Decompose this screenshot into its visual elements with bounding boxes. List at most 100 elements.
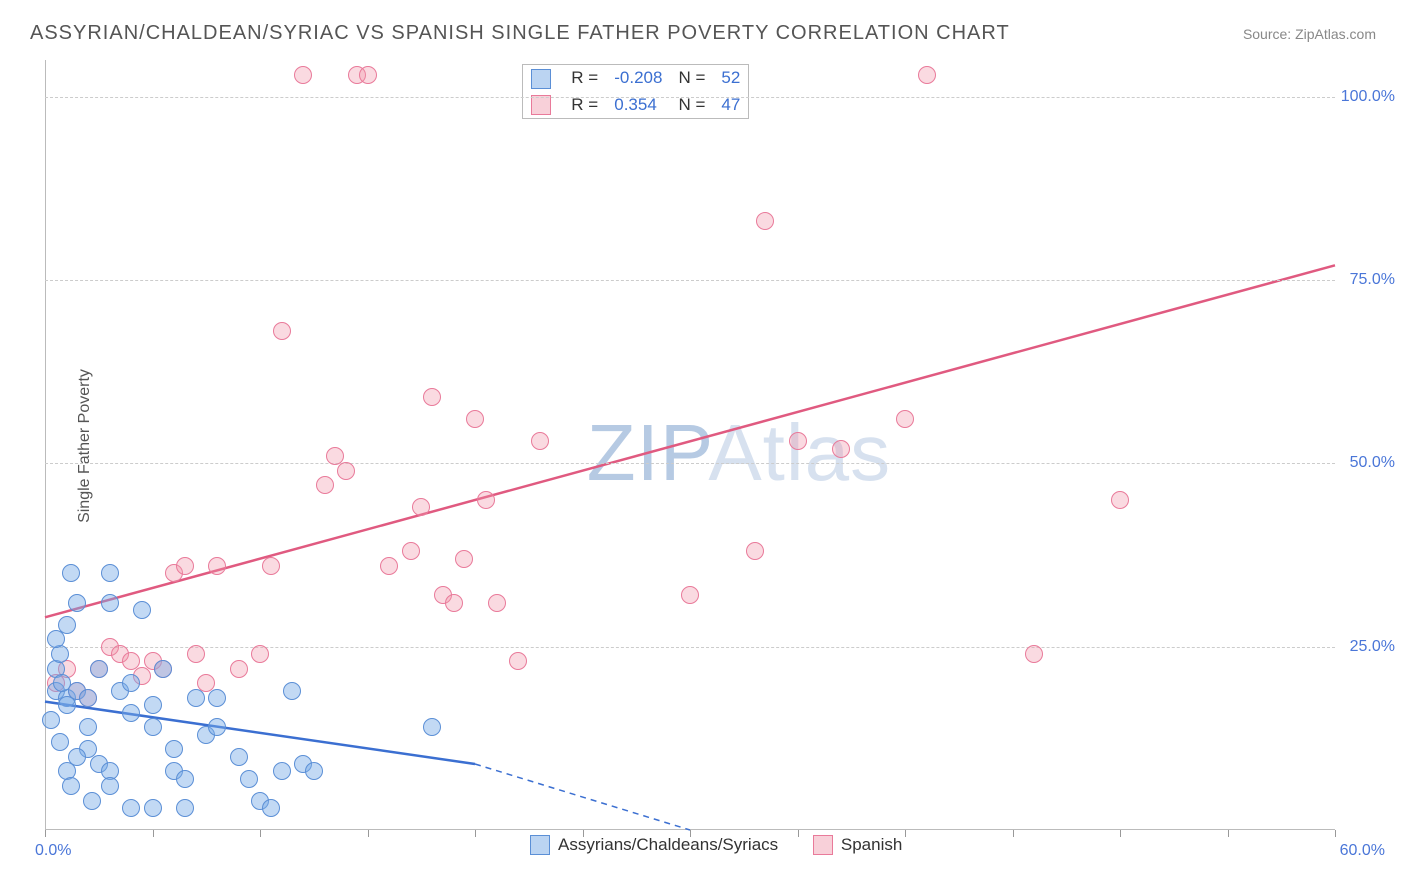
source-label: Source: ZipAtlas.com	[1243, 26, 1376, 42]
x-minor-tick	[583, 830, 584, 837]
data-point-pink	[423, 388, 441, 406]
trend-line	[45, 265, 1335, 617]
swatch-blue-icon	[531, 69, 551, 89]
legend-item-blue: Assyrians/Chaldeans/Syriacs	[530, 835, 778, 855]
data-point-blue	[51, 733, 69, 751]
data-point-pink	[359, 66, 377, 84]
data-point-blue	[154, 660, 172, 678]
legend-stats-row-pink: R = 0.354 N = 47	[523, 92, 748, 119]
data-point-pink	[681, 586, 699, 604]
chart-title: ASSYRIAN/CHALDEAN/SYRIAC VS SPANISH SING…	[30, 22, 1010, 45]
data-point-pink	[918, 66, 936, 84]
r-label: R =	[563, 92, 606, 119]
data-point-blue	[144, 696, 162, 714]
data-point-pink	[402, 542, 420, 560]
n-label: N =	[670, 65, 713, 92]
x-minor-tick	[153, 830, 154, 837]
data-point-pink	[455, 550, 473, 568]
x-minor-tick	[475, 830, 476, 837]
data-point-pink	[208, 557, 226, 575]
data-point-blue	[283, 682, 301, 700]
data-point-blue	[423, 718, 441, 736]
gridline	[45, 647, 1335, 648]
data-point-blue	[58, 696, 76, 714]
data-point-pink	[756, 212, 774, 230]
x-minor-tick	[1120, 830, 1121, 837]
x-minor-tick	[798, 830, 799, 837]
x-minor-tick	[905, 830, 906, 837]
data-point-pink	[176, 557, 194, 575]
chart-root: ASSYRIAN/CHALDEAN/SYRIAC VS SPANISH SING…	[0, 0, 1406, 892]
data-point-blue	[83, 792, 101, 810]
data-point-blue	[79, 689, 97, 707]
data-point-pink	[262, 557, 280, 575]
x-tick-label-max: 60.0%	[1340, 842, 1385, 860]
n-label: N =	[670, 92, 713, 119]
data-point-blue	[101, 564, 119, 582]
data-point-blue	[262, 799, 280, 817]
x-minor-tick	[260, 830, 261, 837]
data-point-blue	[176, 799, 194, 817]
data-point-blue	[144, 799, 162, 817]
x-minor-tick	[1013, 830, 1014, 837]
gridline	[45, 463, 1335, 464]
legend-stats-row-blue: R = -0.208 N = 52	[523, 65, 748, 92]
gridline	[45, 97, 1335, 98]
trend-line	[475, 764, 690, 830]
trend-lines	[45, 60, 1335, 830]
data-point-pink	[477, 491, 495, 509]
r-label: R =	[563, 65, 606, 92]
x-minor-tick	[45, 830, 46, 837]
data-point-blue	[144, 718, 162, 736]
data-point-blue	[208, 718, 226, 736]
x-minor-tick	[1335, 830, 1336, 837]
legend-label-blue: Assyrians/Chaldeans/Syriacs	[558, 835, 778, 855]
data-point-blue	[79, 718, 97, 736]
data-point-blue	[176, 770, 194, 788]
bottom-legend: Assyrians/Chaldeans/Syriacs Spanish	[530, 835, 932, 860]
data-point-pink	[531, 432, 549, 450]
data-point-pink	[789, 432, 807, 450]
data-point-pink	[488, 594, 506, 612]
data-point-pink	[251, 645, 269, 663]
data-point-pink	[445, 594, 463, 612]
swatch-blue-icon	[530, 835, 550, 855]
legend-item-pink: Spanish	[813, 835, 902, 855]
r-value-blue: -0.208	[606, 65, 670, 92]
x-minor-tick	[1228, 830, 1229, 837]
data-point-blue	[208, 689, 226, 707]
data-point-pink	[337, 462, 355, 480]
data-point-blue	[133, 601, 151, 619]
data-point-blue	[165, 740, 183, 758]
data-point-blue	[68, 594, 86, 612]
data-point-pink	[294, 66, 312, 84]
data-point-pink	[187, 645, 205, 663]
data-point-blue	[230, 748, 248, 766]
legend-stats-box: R = -0.208 N = 52 R = 0.354 N = 47	[522, 64, 749, 119]
data-point-pink	[509, 652, 527, 670]
y-tick-label: 25.0%	[1350, 638, 1395, 656]
swatch-pink-icon	[813, 835, 833, 855]
data-point-blue	[187, 689, 205, 707]
data-point-blue	[47, 630, 65, 648]
data-point-blue	[240, 770, 258, 788]
data-point-pink	[746, 542, 764, 560]
y-tick-label: 75.0%	[1350, 271, 1395, 289]
gridline	[45, 280, 1335, 281]
data-point-pink	[1025, 645, 1043, 663]
data-point-blue	[122, 799, 140, 817]
n-value-pink: 47	[713, 92, 748, 119]
swatch-pink-icon	[531, 95, 551, 115]
data-point-blue	[101, 594, 119, 612]
data-point-pink	[896, 410, 914, 428]
data-point-pink	[466, 410, 484, 428]
data-point-blue	[62, 777, 80, 795]
data-point-blue	[305, 762, 323, 780]
data-point-blue	[42, 711, 60, 729]
plot-area: ZIPAtlas R = -0.208 N = 52 R = 0.354 N =…	[45, 60, 1335, 830]
data-point-blue	[101, 777, 119, 795]
data-point-pink	[1111, 491, 1129, 509]
data-point-pink	[380, 557, 398, 575]
n-value-blue: 52	[713, 65, 748, 92]
data-point-blue	[90, 660, 108, 678]
